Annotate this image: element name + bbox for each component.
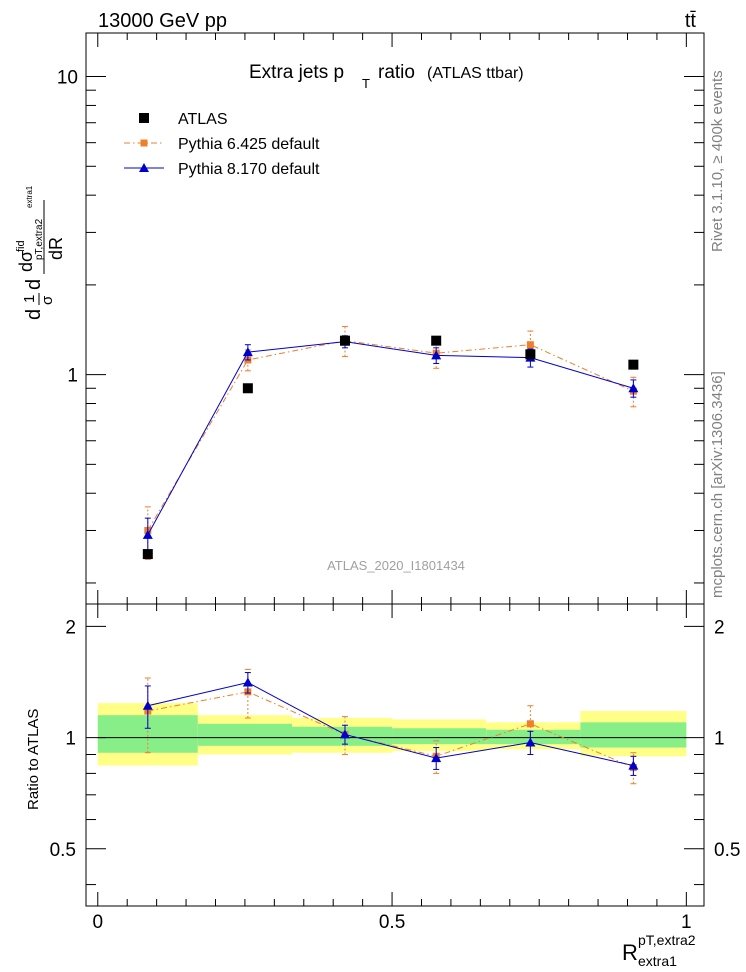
ytick-label: 1 bbox=[67, 366, 78, 387]
ratio-uncertainty-bands bbox=[97, 703, 687, 766]
series-pythia-8-170-default bbox=[142, 335, 639, 555]
legend-item: Pythia 6.425 default bbox=[124, 136, 320, 153]
main-ylabel: d 1 σ d dσ fid pT,extra2 extra1 dR bbox=[15, 185, 66, 320]
ytick-label: 2 bbox=[65, 617, 76, 638]
process-label: tt̄ bbox=[685, 10, 697, 32]
legend-item: ATLAS bbox=[139, 111, 228, 128]
ytick-label-right: 2 bbox=[714, 617, 725, 638]
xlabel-sub: extra1 bbox=[638, 953, 677, 969]
series-line bbox=[147, 691, 634, 768]
data-point bbox=[525, 737, 536, 747]
data-point bbox=[526, 720, 534, 728]
series-pythia-6-425-default bbox=[144, 326, 637, 560]
legend-item: Pythia 8.170 default bbox=[124, 161, 320, 178]
xtick-label: 0.5 bbox=[379, 912, 405, 933]
svg-text:extra1: extra1 bbox=[25, 185, 34, 208]
svg-text:dσ: dσ bbox=[16, 251, 36, 272]
data-point bbox=[242, 677, 253, 687]
ratio-panel: 0.5 0.5 1 1 2 2 0 0.5 1 Ratio to ATLAS R pT,extr… bbox=[25, 603, 740, 969]
data-point bbox=[628, 359, 639, 370]
title-sub-text: T bbox=[362, 76, 370, 91]
analysis-label: ATLAS_2020_I1801434 bbox=[327, 558, 465, 573]
legend-label: ATLAS bbox=[178, 111, 228, 128]
ytick-label: 0.5 bbox=[50, 840, 76, 861]
series-pythia-8-170-default bbox=[142, 672, 639, 776]
energy-label: 13000 GeV pp bbox=[98, 10, 227, 32]
data-point bbox=[142, 529, 153, 539]
data-point bbox=[431, 335, 442, 346]
legend-marker bbox=[139, 113, 149, 123]
xlabel-sup: pT,extra2 bbox=[638, 932, 696, 948]
data-point bbox=[339, 335, 350, 346]
svg-text:1: 1 bbox=[21, 295, 38, 303]
band-green bbox=[392, 728, 487, 745]
svg-text:fid: fid bbox=[15, 240, 27, 252]
series-line bbox=[147, 340, 634, 531]
title-paren-text: (ATLAS ttbar) bbox=[427, 65, 524, 82]
data-point bbox=[142, 700, 153, 710]
mcplots-label: mcplots.cern.ch [arXiv:1306.3436] bbox=[709, 371, 726, 598]
data-point bbox=[142, 549, 153, 560]
data-point bbox=[628, 383, 639, 393]
ratio-ylabel: Ratio to ATLAS bbox=[25, 709, 42, 810]
data-point bbox=[526, 341, 534, 349]
svg-text:pT,extra2: pT,extra2 bbox=[34, 218, 45, 260]
band-green bbox=[486, 729, 581, 745]
xtick-label: 1 bbox=[681, 912, 692, 933]
ytick-label-right: 1 bbox=[714, 729, 725, 750]
data-point bbox=[339, 729, 350, 739]
svg-text:dR: dR bbox=[46, 237, 66, 260]
main-panel: 1 10 Extra jets p T ratio (ATLAS ttbar) A… bbox=[15, 32, 705, 605]
data-point bbox=[431, 753, 442, 763]
svg-text:d: d bbox=[23, 309, 45, 320]
series-atlas bbox=[142, 335, 639, 560]
ratio-xlabel: R pT,extra2 extra1 bbox=[622, 932, 696, 969]
data-point bbox=[628, 760, 639, 770]
svg-text:σ: σ bbox=[39, 295, 56, 305]
legend-marker bbox=[139, 163, 149, 172]
xtick-label: 0 bbox=[92, 912, 103, 933]
data-point bbox=[525, 349, 536, 360]
svg-text:d: d bbox=[23, 279, 45, 290]
band-green bbox=[197, 723, 292, 746]
xlabel-main: R bbox=[622, 940, 638, 965]
legend-label: Pythia 8.170 default bbox=[178, 161, 320, 178]
main-axis-ticks: 1 10 bbox=[57, 33, 704, 604]
legend-marker bbox=[140, 139, 148, 147]
rivet-label: Rivet 3.1.10, ≥ 400k events bbox=[709, 70, 726, 252]
main-series bbox=[142, 326, 639, 560]
ytick-label: 1 bbox=[65, 729, 76, 750]
series-line bbox=[147, 681, 634, 767]
ratio-axis-ticks: 0.5 0.5 1 1 2 2 0 0.5 1 bbox=[50, 604, 740, 933]
ytick-label: 10 bbox=[57, 68, 78, 89]
data-point bbox=[242, 347, 253, 357]
title-main-text: Extra jets p bbox=[249, 62, 344, 83]
data-point bbox=[242, 383, 253, 394]
series-line bbox=[147, 341, 634, 536]
ytick-label-right: 0.5 bbox=[714, 840, 740, 861]
ratio-series bbox=[142, 668, 639, 785]
legend-label: Pythia 6.425 default bbox=[178, 136, 320, 153]
chart-title: Extra jets p T ratio (ATLAS ttbar) bbox=[249, 62, 524, 91]
title-tail-text: ratio bbox=[378, 62, 415, 83]
legend: ATLAS Pythia 6.425 default Pythia 8.170 de… bbox=[124, 111, 320, 178]
data-point bbox=[431, 350, 442, 360]
band-green bbox=[580, 722, 687, 748]
